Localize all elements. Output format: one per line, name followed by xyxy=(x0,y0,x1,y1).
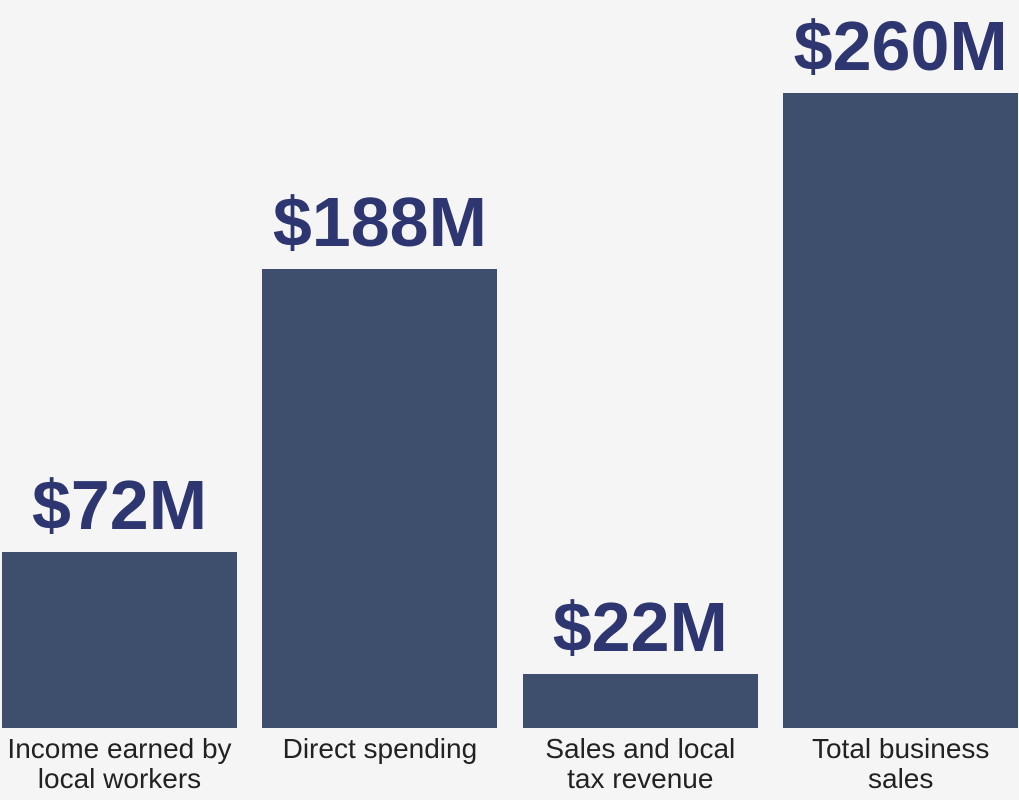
value-label: $72M xyxy=(31,466,208,545)
value-label: $260M xyxy=(793,7,1008,85)
value-label: $22M xyxy=(552,588,728,667)
bar xyxy=(262,268,498,728)
bar xyxy=(2,552,237,728)
category-label: Sales and local tax revenue xyxy=(545,733,736,794)
bar xyxy=(783,93,1019,728)
bar xyxy=(522,674,758,728)
category-label: Income earned by local workers xyxy=(7,733,232,794)
category-label: Total business sales xyxy=(811,733,990,794)
category-label: Direct spending xyxy=(282,733,478,764)
value-label: $188M xyxy=(272,182,487,261)
